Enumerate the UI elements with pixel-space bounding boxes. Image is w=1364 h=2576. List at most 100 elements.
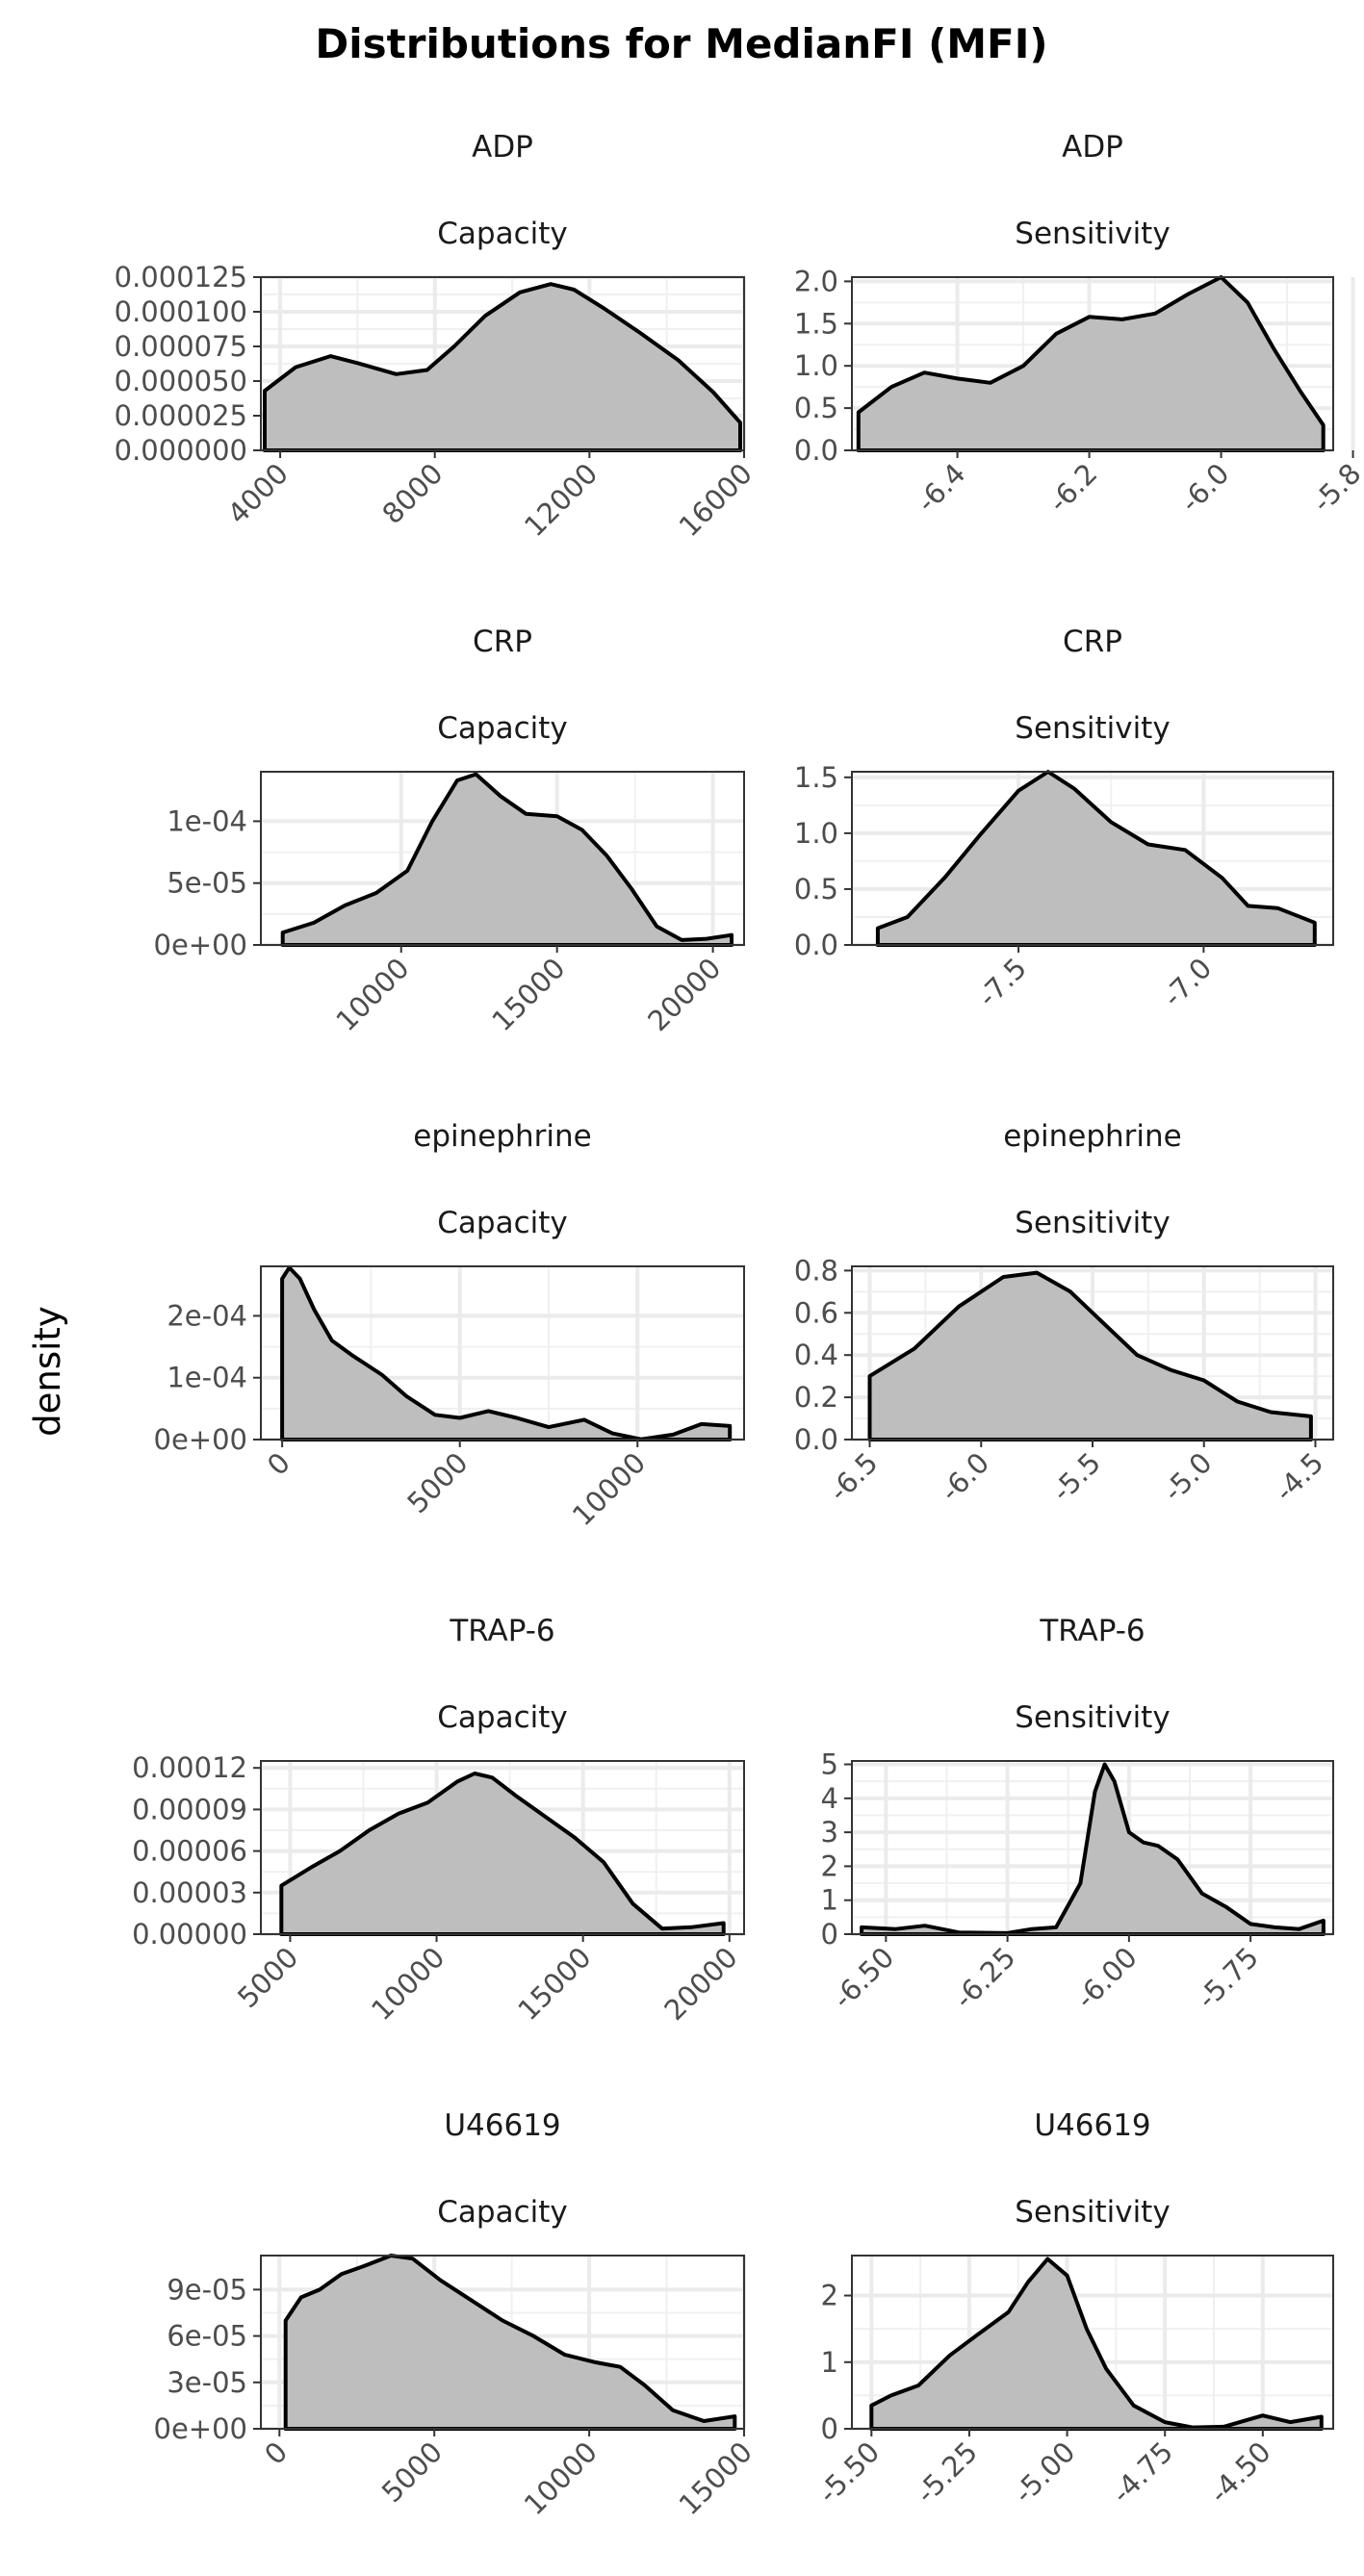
strip-label-measure: Capacity bbox=[437, 2195, 567, 2230]
x-tick-label: 15000 bbox=[511, 1941, 597, 2027]
y-tick-label: 2e-04 bbox=[167, 1299, 247, 1332]
panel-border bbox=[851, 1760, 1334, 1935]
x-tick-label: -6.0 bbox=[934, 1446, 995, 1508]
y-tick-label: 0.00006 bbox=[132, 1835, 247, 1868]
y-tick-label: 0.000025 bbox=[115, 399, 247, 432]
y-tick-label: 0.8 bbox=[794, 1254, 838, 1287]
x-tick-label: 5000 bbox=[375, 2436, 449, 2509]
panel-border bbox=[851, 771, 1334, 946]
x-tick-label: -4.75 bbox=[1105, 2436, 1179, 2510]
x-tick-label: 12000 bbox=[518, 457, 604, 543]
strip-label-metric: TRAP-6 bbox=[1039, 1614, 1145, 1648]
y-tick-label: 1e-04 bbox=[167, 1362, 247, 1394]
y-tick-label: 0.5 bbox=[794, 873, 838, 905]
y-tick-label: 0.000125 bbox=[115, 261, 247, 293]
x-tick-label: 20000 bbox=[641, 952, 727, 1037]
y-tick-label: 0e+00 bbox=[154, 1423, 248, 1456]
strip-label-measure: Capacity bbox=[437, 1206, 567, 1240]
y-tick-label: 2.0 bbox=[794, 265, 838, 297]
strip-label-metric: CRP bbox=[473, 625, 532, 659]
y-tick-label: 1e-04 bbox=[167, 804, 247, 837]
y-tick-label: 2 bbox=[821, 1849, 838, 1882]
strip-label-measure: Capacity bbox=[437, 1700, 567, 1735]
x-tick-label: -7.0 bbox=[1156, 952, 1218, 1013]
y-tick-label: 0.6 bbox=[794, 1296, 838, 1329]
panel-border bbox=[260, 276, 745, 451]
y-tick-label: 6e-05 bbox=[167, 2320, 247, 2353]
x-tick-label: 0 bbox=[261, 1446, 296, 1482]
x-tick-label: -5.5 bbox=[1045, 1446, 1107, 1508]
strip-label-measure: Sensitivity bbox=[1015, 711, 1170, 746]
strip-label-metric: ADP bbox=[472, 130, 533, 165]
panel-border bbox=[260, 771, 745, 946]
x-tick-label: -6.25 bbox=[947, 1941, 1021, 2015]
strip-label-metric: CRP bbox=[1063, 625, 1122, 659]
density-area bbox=[875, 770, 1317, 947]
x-tick-label: 8000 bbox=[375, 457, 449, 530]
x-tick-label: -6.4 bbox=[910, 457, 971, 519]
y-tick-label: 1 bbox=[821, 2346, 838, 2379]
strip-label-measure: Sensitivity bbox=[1015, 217, 1170, 251]
y-tick-label: 0.5 bbox=[794, 392, 838, 424]
strip-label-measure: Sensitivity bbox=[1015, 1206, 1170, 1240]
x-tick-label: 4000 bbox=[221, 457, 295, 530]
y-axis-label: density bbox=[27, 1306, 68, 1437]
y-tick-label: 4 bbox=[821, 1782, 838, 1815]
panel-epinephrine-sensitivity: epinephrine Sensitivity 0.0 0.2 0.4 0.6 0.8 -6.… bbox=[794, 1119, 1334, 1508]
x-tick-label: 15000 bbox=[673, 2436, 759, 2521]
strip-label-metric: U46619 bbox=[444, 2108, 560, 2143]
density-area bbox=[263, 282, 742, 452]
density-area bbox=[856, 275, 1325, 452]
x-tick-label: -5.0 bbox=[1157, 1446, 1219, 1508]
x-tick-label: -5.50 bbox=[811, 2436, 886, 2510]
x-tick-label: 15000 bbox=[485, 952, 571, 1037]
x-tick-label: 5000 bbox=[231, 1941, 304, 2014]
strip-label-metric: ADP bbox=[1062, 130, 1123, 165]
y-tick-label: 0.000050 bbox=[115, 365, 247, 397]
y-tick-label: 9e-05 bbox=[167, 2273, 247, 2306]
panel-u46619-capacity: U46619 Capacity 0e+00 3e-05 6e-05 9e-05 0 5000 1… bbox=[154, 2108, 759, 2521]
y-tick-label: 3 bbox=[821, 1816, 838, 1849]
figure-title: Distributions for MedianFI (MFI) bbox=[315, 20, 1047, 67]
y-tick-label: 5e-05 bbox=[167, 867, 247, 900]
x-tick-label: 0 bbox=[258, 2436, 294, 2471]
panel-crp-capacity: CRP Capacity 0e+00 5e-05 1e-04 10000 15000 2000… bbox=[154, 625, 745, 1037]
strip-label-measure: Sensitivity bbox=[1015, 2195, 1170, 2230]
y-tick-label: 0.4 bbox=[794, 1339, 838, 1371]
y-tick-label: 0.2 bbox=[794, 1381, 838, 1414]
density-area bbox=[279, 1772, 726, 1936]
x-tick-label: -6.0 bbox=[1173, 457, 1235, 519]
x-tick-label: -4.50 bbox=[1203, 2436, 1277, 2510]
x-tick-label: -7.5 bbox=[971, 952, 1033, 1013]
y-tick-label: 3e-05 bbox=[167, 2366, 247, 2399]
x-tick-label: 5000 bbox=[400, 1446, 474, 1519]
strip-label-measure: Capacity bbox=[437, 711, 567, 746]
y-tick-label: 0.00012 bbox=[132, 1751, 247, 1784]
y-tick-label: 5 bbox=[821, 1748, 838, 1781]
panel-border bbox=[851, 276, 1334, 451]
y-tick-label: 0.000075 bbox=[115, 330, 247, 363]
y-tick-label: 0.00003 bbox=[132, 1876, 247, 1909]
y-tick-label: 0.000000 bbox=[115, 434, 247, 467]
y-tick-label: 1.0 bbox=[794, 349, 838, 382]
panel-border bbox=[260, 1265, 745, 1441]
y-tick-label: 1.0 bbox=[794, 817, 838, 850]
x-tick-label: 10000 bbox=[566, 1446, 652, 1532]
y-tick-label: 1.5 bbox=[794, 761, 838, 794]
panel-epinephrine-capacity: epinephrine Capacity 0e+00 1e-04 2e-04 0 5000 1… bbox=[154, 1119, 745, 1532]
x-tick-label: -6.00 bbox=[1069, 1941, 1144, 2015]
strip-label-metric: TRAP-6 bbox=[449, 1614, 554, 1648]
y-tick-label: 0.000100 bbox=[115, 295, 247, 328]
strip-label-metric: U46619 bbox=[1034, 2108, 1150, 2143]
panel-u46619-sensitivity: U46619 Sensitivity 0 1 2 -5.50 -5.25 -5.00 -4.75… bbox=[811, 2108, 1334, 2510]
x-tick-label: -6.2 bbox=[1042, 457, 1103, 519]
y-tick-label: 1.5 bbox=[794, 307, 838, 340]
density-area bbox=[869, 2257, 1324, 2431]
x-tick-label: 20000 bbox=[657, 1941, 743, 2027]
x-tick-label: 10000 bbox=[365, 1941, 450, 2027]
y-tick-label: 0.0 bbox=[794, 929, 838, 961]
x-tick-label: 16000 bbox=[673, 457, 759, 543]
y-tick-label: 0 bbox=[821, 1918, 838, 1951]
